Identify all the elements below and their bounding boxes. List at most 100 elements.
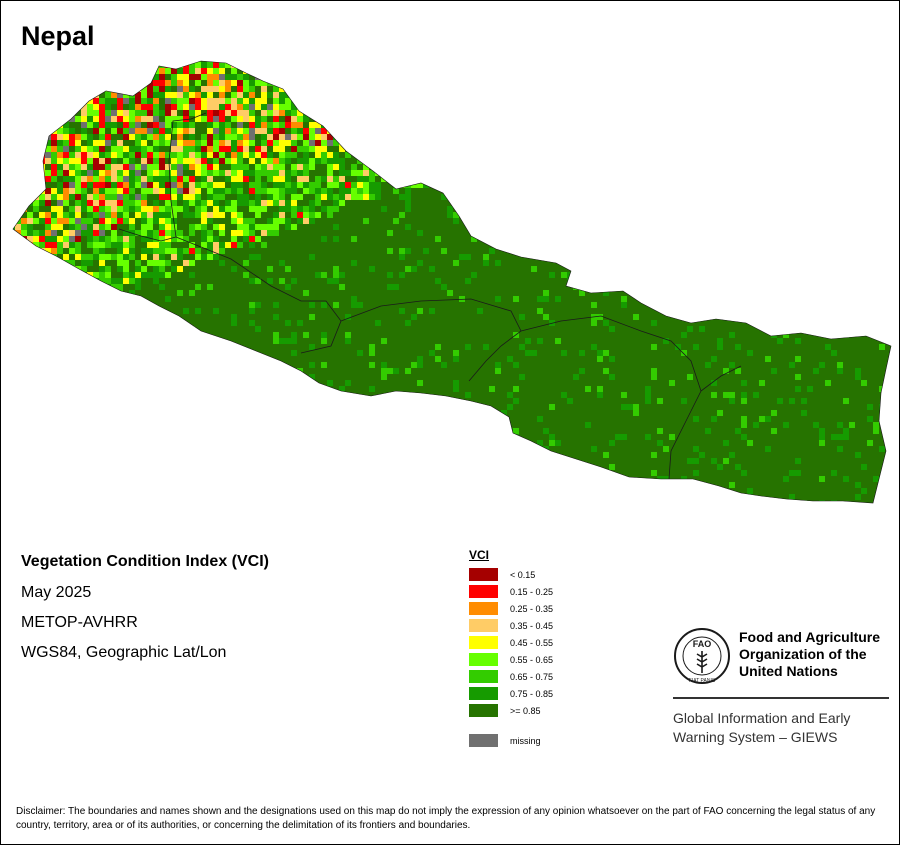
vci-pixel <box>765 80 771 86</box>
vci-pixel <box>687 80 693 86</box>
vci-pixel <box>369 80 375 86</box>
vci-pixel <box>591 80 597 86</box>
vci-pixel <box>753 248 759 254</box>
vci-pixel <box>831 134 837 140</box>
vci-pixel <box>387 188 393 194</box>
vci-pixel <box>561 116 567 122</box>
vci-pixel <box>465 230 471 236</box>
vci-pixel <box>87 188 93 194</box>
vci-pixel <box>369 86 375 92</box>
vci-pixel <box>147 218 153 224</box>
vci-pixel <box>99 152 105 158</box>
vci-pixel <box>867 146 873 152</box>
vci-pixel <box>495 164 501 170</box>
vci-pixel <box>525 188 531 194</box>
vci-pixel <box>171 248 177 254</box>
vci-pixel <box>579 170 585 176</box>
vci-pixel <box>183 248 189 254</box>
vci-pixel <box>747 230 753 236</box>
vci-pixel <box>183 236 189 242</box>
vci-pixel <box>111 98 117 104</box>
vci-pixel <box>537 110 543 116</box>
vci-pixel <box>651 194 657 200</box>
vci-pixel <box>813 176 819 182</box>
vci-pixel <box>627 92 633 98</box>
vci-pixel <box>495 86 501 92</box>
vci-pixel <box>513 182 519 188</box>
vci-pixel <box>549 176 555 182</box>
vci-pixel <box>105 188 111 194</box>
vci-pixel <box>867 116 873 122</box>
vci-pixel <box>237 86 243 92</box>
vci-pixel <box>795 206 801 212</box>
vci-pixel <box>477 218 483 224</box>
vci-pixel <box>39 206 45 212</box>
vci-pixel <box>627 164 633 170</box>
vci-pixel <box>279 86 285 92</box>
vci-pixel <box>633 254 639 260</box>
vci-pixel <box>255 164 261 170</box>
vci-pixel <box>597 86 603 92</box>
vci-pixel <box>789 62 795 68</box>
vci-pixel <box>45 212 51 218</box>
vci-pixel <box>117 80 123 86</box>
vci-pixel <box>873 68 879 74</box>
vci-pixel <box>735 212 741 218</box>
vci-pixel <box>507 86 513 92</box>
vci-pixel <box>387 128 393 134</box>
vci-pixel <box>279 230 285 236</box>
vci-pixel <box>657 140 663 146</box>
vci-pixel <box>807 98 813 104</box>
vci-pixel <box>489 182 495 188</box>
vci-pixel <box>45 242 51 248</box>
vci-pixel <box>453 68 459 74</box>
vci-pixel <box>759 98 765 104</box>
vci-pixel <box>771 61 777 62</box>
vci-pixel <box>681 230 687 236</box>
vci-pixel <box>129 146 135 152</box>
vci-pixel <box>231 248 237 254</box>
vci-pixel <box>651 224 657 230</box>
vci-pixel <box>861 152 867 158</box>
vci-pixel <box>825 140 831 146</box>
vci-pixel <box>285 86 291 92</box>
vci-pixel <box>87 152 93 158</box>
vci-pixel <box>381 206 387 212</box>
vci-pixel <box>849 194 855 200</box>
vci-pixel <box>267 134 273 140</box>
vci-pixel <box>639 61 645 62</box>
vci-pixel <box>879 74 885 80</box>
vci-pixel <box>669 116 675 122</box>
vci-pixel <box>117 242 123 248</box>
vci-pixel <box>57 224 63 230</box>
vci-pixel <box>591 176 597 182</box>
vci-pixel <box>675 188 681 194</box>
vci-pixel <box>177 80 183 86</box>
vci-pixel <box>879 62 885 68</box>
vci-pixel <box>801 200 807 206</box>
vci-pixel <box>381 146 387 152</box>
vci-pixel <box>525 236 531 242</box>
vci-pixel <box>297 68 303 74</box>
vci-pixel <box>13 164 15 170</box>
vci-pixel <box>219 116 225 122</box>
vci-pixel <box>375 104 381 110</box>
vci-pixel <box>159 164 165 170</box>
vci-pixel <box>735 92 741 98</box>
vci-pixel <box>861 218 867 224</box>
vci-pixel <box>441 146 447 152</box>
vci-pixel <box>285 242 291 248</box>
vci-pixel <box>561 152 567 158</box>
vci-pixel <box>345 230 351 236</box>
vci-pixel <box>807 134 813 140</box>
vci-pixel <box>87 164 93 170</box>
vci-pixel <box>363 116 369 122</box>
vci-pixel <box>315 74 321 80</box>
vci-pixel <box>861 188 867 194</box>
vci-pixel <box>855 92 861 98</box>
vci-pixel <box>867 158 873 164</box>
vci-pixel <box>285 116 291 122</box>
vci-pixel <box>15 224 21 230</box>
vci-pixel <box>75 236 81 242</box>
vci-pixel <box>267 104 273 110</box>
